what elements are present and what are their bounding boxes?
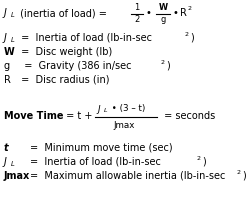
Text: L: L — [11, 12, 15, 18]
Text: W: W — [4, 47, 15, 57]
Text: ): ) — [202, 157, 206, 167]
Text: 1: 1 — [134, 4, 140, 13]
Text: 2: 2 — [185, 32, 189, 36]
Text: =  Inertia of load (lb-in-sec: = Inertia of load (lb-in-sec — [30, 157, 161, 167]
Text: L: L — [11, 37, 15, 43]
Text: g: g — [4, 61, 10, 71]
Text: J: J — [4, 8, 7, 18]
Text: R: R — [4, 75, 11, 85]
Text: = seconds: = seconds — [161, 111, 215, 121]
Text: = t +: = t + — [63, 111, 96, 121]
Text: t: t — [4, 143, 8, 153]
Text: ): ) — [242, 171, 246, 181]
Text: Jmax: Jmax — [113, 121, 134, 131]
Text: 2: 2 — [161, 60, 165, 64]
Text: =  Gravity (386 in/sec: = Gravity (386 in/sec — [18, 61, 132, 71]
Text: 2: 2 — [237, 170, 241, 174]
Text: •: • — [172, 8, 178, 18]
Text: =  Inertia of load (lb-in-sec: = Inertia of load (lb-in-sec — [18, 33, 152, 43]
Text: (inertia of load) =: (inertia of load) = — [17, 8, 107, 18]
Text: Jmax: Jmax — [4, 171, 30, 181]
Text: J: J — [4, 33, 7, 43]
Text: J: J — [97, 105, 100, 113]
Text: 2: 2 — [197, 155, 201, 160]
Text: g: g — [160, 15, 166, 25]
Text: ): ) — [190, 33, 194, 43]
Text: =  Disc radius (in): = Disc radius (in) — [18, 75, 110, 85]
Text: J: J — [4, 157, 7, 167]
Text: 2: 2 — [188, 7, 192, 11]
Text: L: L — [11, 161, 15, 167]
Text: R: R — [180, 8, 187, 18]
Text: =  Minimum move time (sec): = Minimum move time (sec) — [30, 143, 172, 153]
Text: =  Maximum allowable inertia (lb-in-sec: = Maximum allowable inertia (lb-in-sec — [30, 171, 226, 181]
Text: •: • — [145, 8, 151, 18]
Text: 2: 2 — [134, 15, 140, 25]
Text: L: L — [104, 109, 108, 113]
Text: • (3 – t): • (3 – t) — [109, 105, 146, 113]
Text: =  Disc weight (lb): = Disc weight (lb) — [18, 47, 112, 57]
Text: W: W — [158, 4, 168, 13]
Text: Move Time: Move Time — [4, 111, 64, 121]
Text: ): ) — [166, 61, 170, 71]
